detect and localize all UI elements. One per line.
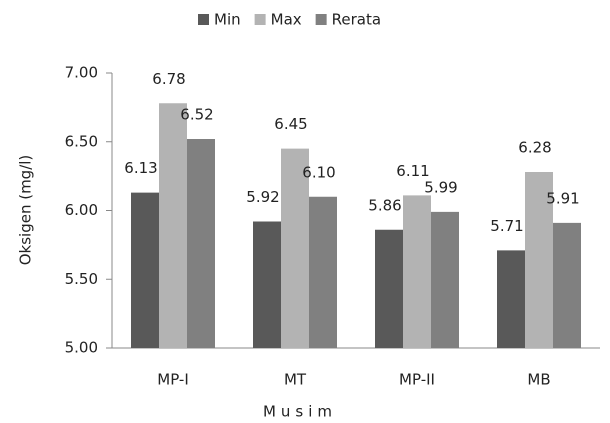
bar [375, 229, 403, 348]
data-label: 5.86 [368, 196, 401, 214]
data-label: 5.91 [546, 189, 579, 207]
x-tick-label: MP-II [399, 371, 435, 389]
bar [281, 148, 309, 348]
bar [253, 221, 281, 348]
data-label: 5.92 [246, 188, 279, 206]
legend-swatch [198, 14, 209, 25]
data-label: 6.10 [302, 163, 335, 181]
x-tick-label: MB [527, 371, 550, 389]
bar [553, 222, 581, 348]
y-tick-label: 5.50 [65, 270, 98, 288]
data-label: 6.45 [274, 115, 307, 133]
bar [431, 211, 459, 348]
x-tick-label: MT [284, 371, 307, 389]
legend-label: Max [271, 11, 302, 29]
bar [187, 139, 215, 348]
data-label: 6.28 [518, 139, 551, 157]
legend-swatch [254, 14, 266, 25]
y-tick-label: 6.00 [65, 201, 98, 219]
data-label: 6.78 [152, 70, 185, 88]
legend-swatch [315, 14, 327, 25]
data-label: 6.52 [180, 106, 213, 124]
data-label: 6.13 [124, 159, 157, 177]
legend-label: Min [214, 11, 241, 29]
bar [497, 250, 525, 348]
x-tick-label: MP-I [157, 371, 189, 389]
y-tick-label: 7.00 [65, 64, 98, 82]
x-axis-title: Musim [263, 403, 337, 421]
bar [159, 103, 187, 348]
bar [403, 195, 431, 348]
y-tick-label: 6.50 [65, 132, 98, 150]
data-label: 6.11 [396, 162, 429, 180]
bar [131, 192, 159, 348]
data-label: 5.71 [490, 217, 523, 235]
bar [309, 196, 337, 348]
y-tick-label: 5.00 [65, 339, 98, 357]
data-label: 5.99 [424, 178, 457, 196]
y-axis-title: Oksigen (mg/l) [17, 155, 35, 266]
legend-label: Rerata [332, 11, 381, 29]
bar [525, 172, 553, 348]
